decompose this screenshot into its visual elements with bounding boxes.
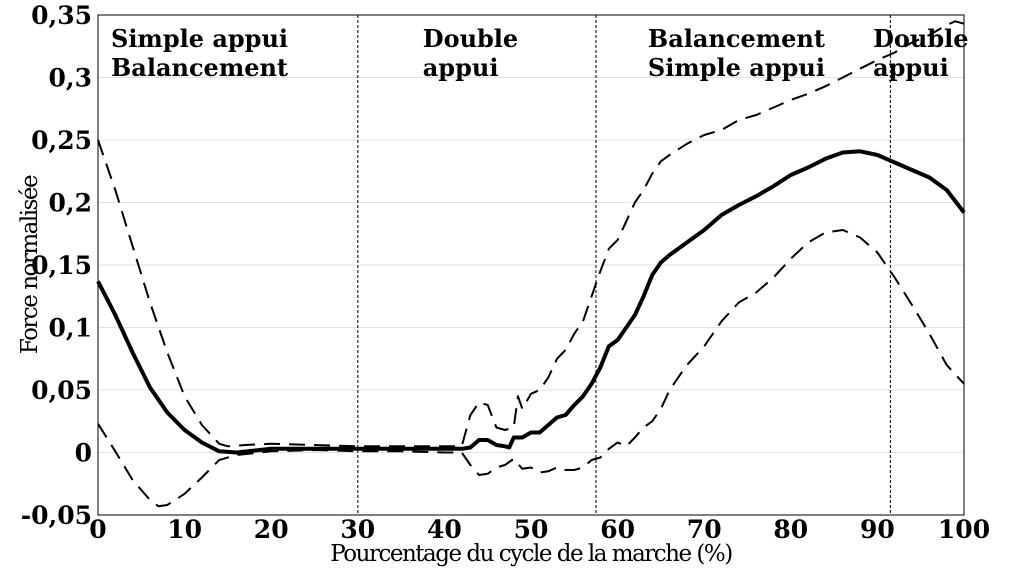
phase-label-0-line-1: Balancement: [111, 53, 288, 82]
phase-labels: Simple appuiBalancementDoubleappuiBalanc…: [111, 24, 969, 82]
y-tick-label: 0,35: [31, 1, 92, 30]
y-tick-label: 0,25: [31, 126, 92, 155]
y-tick-label: 0,15: [31, 251, 92, 280]
x-tick-label: 0: [89, 515, 106, 544]
phase-label-3-line-0: Double: [873, 24, 968, 53]
x-tick-label: 10: [167, 515, 202, 544]
mean-force-line: [96, 149, 966, 455]
x-axis-title: Pourcentage du cycle de la marche (%): [330, 541, 732, 567]
plot-frame: [97, 14, 965, 516]
phase-label-1-line-1: appui: [423, 53, 499, 82]
bound-dashed-line-1: [97, 20, 965, 448]
x-tick-labels: 0 10 20 30 40 50 60 70 80 90 100: [89, 515, 990, 544]
bound-dashed-line-2: [97, 229, 965, 508]
y-tick-labels: -0,05 0 0,05 0,1 0,15 0,2 0,25 0,3 0,35: [21, 1, 92, 530]
y-tick-label: -0,05: [21, 501, 92, 530]
phase-label-2-line-0: Balancement: [648, 24, 825, 53]
grid: [98, 14, 964, 516]
y-tick-label: 0: [75, 439, 92, 468]
x-tick-label: 50: [514, 515, 549, 544]
x-tick-label: 60: [600, 515, 635, 544]
series-lines: [96, 20, 966, 508]
y-tick-label: 0,2: [49, 189, 93, 218]
x-tick-label: 80: [773, 515, 808, 544]
y-tick-label: 0,3: [49, 64, 93, 93]
x-tick-label: 30: [340, 515, 375, 544]
y-tick-label: 0,05: [31, 376, 92, 405]
x-tick-label: 40: [427, 515, 462, 544]
y-axis-title: Force normalisée: [17, 175, 43, 354]
x-tick-label: 20: [254, 515, 289, 544]
y-tick-label: 0,1: [49, 314, 93, 343]
x-tick-label: 90: [860, 515, 895, 544]
phase-label-0-line-0: Simple appui: [111, 24, 288, 53]
phase-label-2-line-1: Simple appui: [648, 53, 825, 82]
phase-label-3-line-1: appui: [873, 53, 949, 82]
x-tick-label: 70: [687, 515, 722, 544]
x-tick-label: 100: [938, 515, 990, 544]
phase-label-1-line-0: Double: [423, 24, 518, 53]
